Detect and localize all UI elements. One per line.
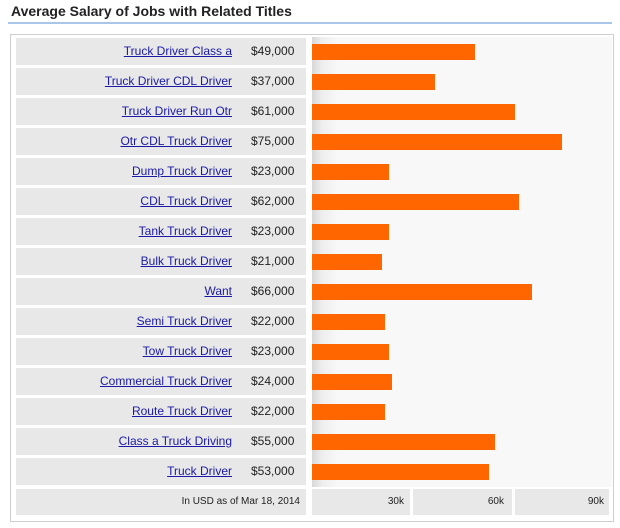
salary-label: $21,000 bbox=[251, 254, 295, 268]
job-title-link[interactable]: Otr CDL Truck Driver bbox=[120, 134, 232, 148]
x-tick-label: 60k bbox=[487, 496, 504, 507]
salary-label: $22,000 bbox=[251, 404, 295, 418]
salary-label: $22,000 bbox=[251, 314, 295, 328]
salary-bar bbox=[312, 284, 532, 300]
salary-bar bbox=[312, 374, 392, 390]
job-title-link[interactable]: Want bbox=[204, 284, 232, 298]
row-background bbox=[16, 38, 306, 65]
row-background bbox=[16, 458, 306, 485]
row-background bbox=[16, 428, 306, 455]
row-background bbox=[16, 338, 306, 365]
salary-label: $55,000 bbox=[251, 434, 295, 448]
salary-label: $23,000 bbox=[251, 164, 295, 178]
row-background bbox=[16, 68, 306, 95]
salary-label: $66,000 bbox=[251, 284, 295, 298]
salary-label: $23,000 bbox=[251, 344, 295, 358]
salary-bar bbox=[312, 254, 382, 270]
salary-label: $23,000 bbox=[251, 224, 295, 238]
salary-bar bbox=[312, 404, 385, 420]
row-background bbox=[16, 368, 306, 395]
x-tick-label: 90k bbox=[587, 496, 604, 507]
salary-bar bbox=[312, 344, 389, 360]
job-title-link[interactable]: Truck Driver Class a bbox=[123, 44, 232, 58]
row-background bbox=[16, 98, 306, 125]
row-background bbox=[16, 128, 306, 155]
job-title-link[interactable]: Bulk Truck Driver bbox=[140, 254, 232, 268]
job-title-link[interactable]: Commercial Truck Driver bbox=[99, 374, 232, 388]
tick-cell bbox=[515, 489, 609, 515]
salary-bar bbox=[312, 314, 385, 330]
salary-bar bbox=[312, 164, 389, 180]
salary-label: $37,000 bbox=[251, 74, 295, 88]
job-title-link[interactable]: Truck Driver Run Otr bbox=[121, 104, 232, 118]
row-background bbox=[16, 398, 306, 425]
job-title-link[interactable]: Semi Truck Driver bbox=[136, 314, 232, 328]
job-title-link[interactable]: Class a Truck Driving bbox=[118, 434, 232, 448]
salary-bar bbox=[312, 464, 489, 480]
row-background bbox=[16, 158, 306, 185]
salary-label: $61,000 bbox=[251, 104, 295, 118]
row-background bbox=[16, 218, 306, 245]
job-title-link[interactable]: CDL Truck Driver bbox=[140, 194, 232, 208]
x-tick-label: 30k bbox=[387, 496, 404, 507]
row-background bbox=[16, 278, 306, 305]
job-title-link[interactable]: Dump Truck Driver bbox=[131, 164, 232, 178]
salary-bar bbox=[312, 44, 475, 60]
chart-title: Average Salary of Jobs with Related Titl… bbox=[11, 3, 292, 19]
footer-note-cell bbox=[16, 489, 306, 515]
job-title-link[interactable]: Tow Truck Driver bbox=[142, 344, 232, 358]
row-background bbox=[16, 248, 306, 275]
salary-label: $24,000 bbox=[251, 374, 295, 388]
salary-label: $62,000 bbox=[251, 194, 295, 208]
salary-bar bbox=[312, 194, 519, 210]
job-title-link[interactable]: Truck Driver CDL Driver bbox=[104, 74, 232, 88]
salary-label: $49,000 bbox=[251, 44, 295, 58]
footer-note: In USD as of Mar 18, 2014 bbox=[181, 496, 300, 507]
job-title-link[interactable]: Truck Driver bbox=[167, 464, 232, 478]
salary-bar bbox=[312, 104, 515, 120]
salary-bar bbox=[312, 134, 562, 150]
row-background bbox=[16, 188, 306, 215]
title-underline bbox=[8, 22, 612, 24]
job-title-link[interactable]: Route Truck Driver bbox=[131, 404, 232, 418]
job-title-link[interactable]: Tank Truck Driver bbox=[138, 224, 232, 238]
row-background bbox=[16, 308, 306, 335]
salary-bar bbox=[312, 434, 495, 450]
tick-cell bbox=[312, 489, 410, 515]
tick-cell bbox=[413, 489, 512, 515]
salary-bar bbox=[312, 74, 435, 90]
salary-bar bbox=[312, 224, 389, 240]
salary-label: $75,000 bbox=[251, 134, 295, 148]
salary-label: $53,000 bbox=[251, 464, 295, 478]
